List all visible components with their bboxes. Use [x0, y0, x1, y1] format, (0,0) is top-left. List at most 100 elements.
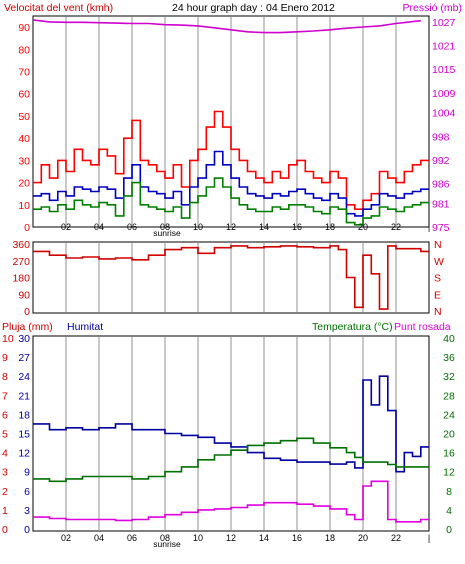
y-tick-label: 986 [432, 179, 450, 191]
rain-axis-title: Pluja (mm) [2, 321, 53, 333]
y-tick-label: 998 [432, 131, 450, 143]
y-tick-label: 12 [443, 467, 455, 479]
y-tick-label: 30 [18, 333, 30, 345]
y-tick-label: 992 [432, 155, 450, 167]
x-tick-label: 22 [391, 533, 401, 543]
y-tick-label: 27 [18, 352, 30, 364]
y-tick-label: 90 [18, 289, 30, 301]
humidity-axis-title: Humitat [67, 321, 103, 333]
y-tick-label: E [434, 289, 441, 301]
y-tick-label: 4 [2, 448, 8, 460]
x-tick-label: 14 [259, 533, 269, 543]
series-average-line [33, 150, 429, 217]
series-gust-line [33, 110, 429, 210]
y-tick-label: 5 [2, 429, 8, 441]
y-tick-label: 70 [18, 67, 30, 79]
temperature-y-ticks: 0 4 8 12 16 20 24 28 32 36 40 [443, 333, 455, 536]
y-tick-label: 4 [446, 505, 452, 517]
y-tick-label: 1 [2, 505, 8, 517]
y-tick-label: 1004 [432, 108, 456, 120]
series-dewpoint-line [33, 480, 429, 523]
y-tick-label: 40 [443, 333, 455, 345]
x-tick-label: 06 [127, 222, 137, 232]
y-tick-label: 0 [446, 524, 452, 536]
series-humidity-line [33, 375, 429, 473]
y-tick-label: 180 [12, 273, 30, 285]
wind-y-ticks: 0 10 20 30 40 50 60 70 80 90 [18, 22, 30, 234]
y-tick-label: 2 [2, 486, 8, 498]
x-tick-label: | [428, 533, 430, 543]
y-tick-label: 32 [443, 371, 455, 383]
y-tick-label: 1021 [432, 41, 456, 53]
y-tick-label: 6 [2, 409, 8, 421]
x-tick-label: 08 [160, 222, 170, 232]
wind-x-ticks: 02 04 06 08 10 12 14 16 18 20 22 | [61, 222, 430, 232]
y-tick-label: 0 [24, 222, 30, 234]
x-tick-label: 02 [61, 222, 71, 232]
y-tick-label: 16 [443, 448, 455, 460]
y-tick-label: 90 [18, 22, 30, 34]
x-tick-label: 02 [61, 533, 71, 543]
x-tick-label: 22 [391, 222, 401, 232]
y-tick-label: 20 [443, 429, 455, 441]
x-tick-label: 18 [325, 533, 335, 543]
y-tick-label: 0 [24, 524, 30, 536]
x-tick-label: 04 [94, 533, 104, 543]
series-direction-line [33, 245, 429, 310]
y-tick-label: 20 [18, 178, 30, 190]
humidity-y-ticks: 0 3 6 9 12 15 18 21 24 27 30 [18, 333, 30, 536]
x-tick-label: 10 [193, 222, 203, 232]
y-tick-label: 60 [18, 89, 30, 101]
y-tick-label: 18 [18, 409, 30, 421]
wind-panel-series [32, 19, 429, 226]
y-tick-label: 10 [18, 200, 30, 212]
x-tick-label: 16 [292, 222, 302, 232]
temperature-axis-title: Temperatura (°C) [312, 321, 393, 333]
y-tick-label: S [434, 273, 441, 285]
x-tick-label: 10 [193, 533, 203, 543]
y-tick-label: 981 [432, 198, 450, 210]
x-tick-label: 04 [94, 222, 104, 232]
x-tick-label: 18 [325, 222, 335, 232]
rain-y-ticks: 0 1 2 3 4 5 6 7 8 9 10 [2, 333, 14, 536]
humidity-x-ticks: 02 04 06 08 10 12 14 16 18 20 22 | [61, 533, 430, 543]
y-tick-label: 21 [18, 390, 30, 402]
series-temperature-line [33, 437, 429, 483]
y-tick-label: 0 [24, 306, 30, 318]
y-tick-label: 975 [432, 222, 450, 234]
y-tick-label: 40 [18, 133, 30, 145]
x-tick-label: 12 [226, 222, 236, 232]
y-tick-label: 1015 [432, 64, 456, 76]
y-tick-label: 15 [18, 429, 30, 441]
y-tick-label: 28 [443, 390, 455, 402]
y-tick-label: 8 [446, 486, 452, 498]
y-tick-label: 3 [24, 505, 30, 517]
pressure-axis-title: Pressió (mb) [402, 2, 462, 14]
y-tick-label: 8 [2, 371, 8, 383]
sunrise-label: sunrise [153, 228, 181, 238]
y-tick-label: 7 [2, 390, 8, 402]
dewpoint-axis-title: Punt rosada [394, 321, 451, 333]
y-tick-label: 1027 [432, 17, 456, 29]
y-tick-label: 0 [2, 524, 8, 536]
y-tick-label: 9 [2, 352, 8, 364]
x-tick-label: 20 [358, 222, 368, 232]
x-tick-label: 14 [259, 222, 269, 232]
y-tick-label: 10 [2, 333, 14, 345]
series-pressure-line [32, 19, 421, 34]
direction-panel-grid [65, 243, 397, 312]
x-tick-label: 16 [292, 533, 302, 543]
pressure-y-ticks: 975 981 986 992 998 1004 1009 1015 1021 1027 [432, 17, 456, 234]
y-tick-label: N [434, 306, 442, 318]
direction-panel-series [33, 245, 429, 310]
y-tick-label: 12 [18, 448, 30, 460]
y-tick-label: 9 [24, 467, 30, 479]
x-tick-label: 12 [226, 533, 236, 543]
y-tick-label: 360 [12, 239, 30, 251]
y-tick-label: 1009 [432, 88, 456, 100]
x-tick-label: 06 [127, 533, 137, 543]
y-tick-label: 3 [2, 467, 8, 479]
x-tick-label: 08 [160, 533, 170, 543]
